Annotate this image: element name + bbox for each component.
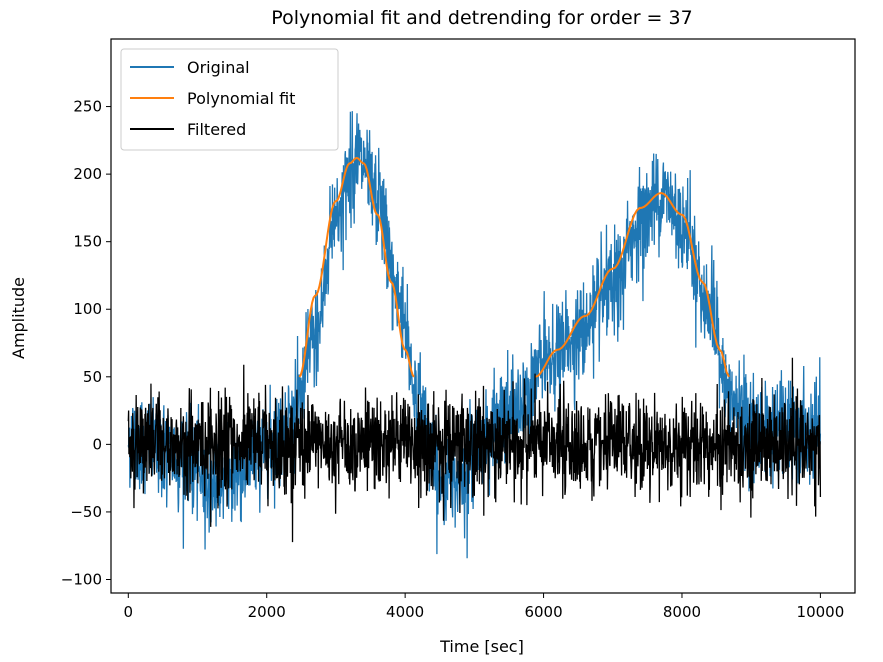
legend-label: Filtered [187, 120, 246, 139]
y-axis: −100 −50 0 50 100 150 200 250 [61, 98, 111, 588]
y-axis-label: Amplitude [9, 277, 28, 359]
y-tick-label: 0 [92, 435, 102, 453]
y-tick-label: 100 [73, 300, 102, 318]
y-tick-label: −50 [70, 503, 102, 521]
x-tick-label: 8000 [663, 603, 701, 621]
y-tick-label: −100 [61, 570, 102, 588]
y-tick-label: 250 [73, 98, 102, 116]
x-tick-label: 2000 [248, 603, 286, 621]
series-polynomial-fit-line-1 [298, 156, 415, 378]
legend-label: Original [187, 58, 250, 77]
y-tick-label: 200 [73, 165, 102, 183]
chart-title: Polynomial fit and detrending for order … [271, 7, 692, 29]
plot-area [127, 111, 822, 559]
x-tick-label: 6000 [524, 603, 562, 621]
x-axis: 0 2000 4000 6000 8000 10000 [124, 593, 845, 621]
y-tick-label: 150 [73, 233, 102, 251]
x-axis-label: Time [sec] [439, 637, 524, 656]
x-tick-label: 0 [124, 603, 134, 621]
series-polynomial-fit-line-2 [534, 192, 730, 378]
x-tick-label: 10000 [797, 603, 845, 621]
series-filtered-line [127, 357, 822, 543]
legend-label: Polynomial fit [187, 89, 295, 108]
plot-frame [110, 38, 856, 594]
legend: Original Polynomial fit Filtered [120, 48, 339, 151]
y-tick-label: 50 [83, 368, 102, 386]
x-tick-label: 4000 [386, 603, 424, 621]
legend-box [120, 48, 339, 151]
